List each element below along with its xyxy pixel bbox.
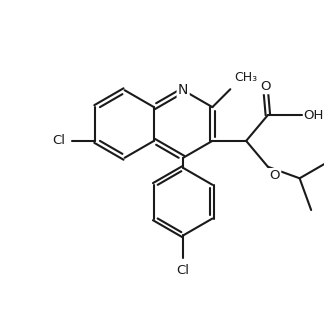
Text: OH: OH	[303, 109, 324, 121]
Text: O: O	[270, 169, 280, 182]
Text: Cl: Cl	[177, 264, 190, 277]
Text: Cl: Cl	[52, 134, 65, 148]
Text: CH₃: CH₃	[234, 71, 257, 84]
Text: N: N	[178, 83, 188, 97]
Text: O: O	[260, 80, 271, 93]
